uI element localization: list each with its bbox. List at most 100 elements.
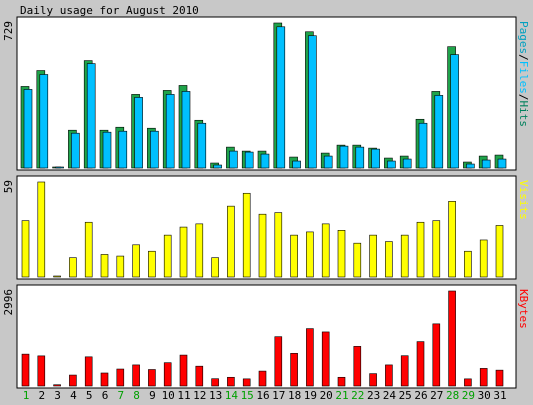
day-label-27: 27 [430,389,443,402]
kbytes-bar-29 [464,378,472,387]
kbytes-bar-5 [84,356,93,387]
visits-bar-5 [84,221,93,278]
kbytes-bar-26 [416,341,425,387]
visits-bar-30 [479,239,488,278]
visits-legend-part-0: Visits [517,180,530,220]
files-bar-14 [229,150,238,169]
day-label-29: 29 [462,389,475,402]
visits-bar-19 [306,231,314,278]
files-bar-4 [71,132,80,169]
files-bar-27 [434,95,444,169]
files-bar-20 [323,155,333,169]
kbytes-bar-22 [353,346,362,387]
visits-bar-7 [116,255,125,278]
day-label-23: 23 [367,389,380,402]
files-bar-10 [165,94,175,169]
day-label-10: 10 [162,389,175,402]
day-label-7: 7 [117,389,124,402]
files-bar-30 [481,159,491,169]
kbytes-bar-6 [100,372,109,387]
day-label-13: 13 [209,389,222,402]
kbytes-bar-24 [385,364,393,387]
kbytes-max-label: 2996 [2,289,15,316]
files-bar-5 [86,63,96,169]
day-label-12: 12 [193,389,206,402]
day-label-9: 9 [149,389,156,402]
day-label-8: 8 [133,389,140,402]
day-label-6: 6 [102,389,109,402]
files-bar-1 [23,89,33,169]
day-label-21: 21 [335,389,348,402]
day-label-18: 18 [288,389,301,402]
files-bar-2 [39,74,49,169]
files-bar-29 [466,163,475,169]
files-bar-16 [260,153,270,169]
kbytes-bar-12 [195,365,204,387]
hits-files-pages-legend-part-2: Files [517,61,530,94]
files-bar-24 [387,160,396,169]
kbytes-bar-16 [258,370,267,387]
visits-bar-9 [148,250,156,278]
files-bar-3 [55,166,64,169]
visits-bar-13 [211,257,219,278]
kbytes-bar-18 [290,353,298,387]
day-label-22: 22 [351,389,364,402]
visits-bar-22 [353,242,362,278]
kbytes-bar-9 [148,369,156,387]
day-label-20: 20 [320,389,333,402]
visits-bar-24 [385,241,393,278]
visits-bar-3 [53,275,61,278]
files-bar-9 [150,130,159,169]
files-bar-21 [339,145,349,169]
visits-legend: Visits [517,180,530,220]
files-bar-12 [197,122,207,169]
day-label-15: 15 [241,389,254,402]
kbytes-bar-28 [448,290,456,387]
hits-files-pages-legend-part-0: Pages [517,21,530,54]
kbytes-bar-30 [479,368,488,387]
day-label-16: 16 [256,389,269,402]
hits-files-pages-legend: Pages/Files/Hits [517,21,530,127]
day-label-31: 31 [493,389,506,402]
kbytes-bar-31 [495,369,504,387]
files-bar-26 [418,122,428,169]
visits-bar-4 [69,257,77,278]
kbytes-bar-2 [37,355,46,387]
day-label-28: 28 [446,389,459,402]
day-label-2: 2 [38,389,45,402]
visits-bar-31 [495,225,504,278]
kbytes-bar-7 [116,368,125,387]
day-label-19: 19 [304,389,317,402]
day-label-26: 26 [414,389,427,402]
hits-files-pages-legend-part-1: / [517,54,530,61]
visits-bar-21 [337,230,346,278]
visits-bar-2 [37,181,46,278]
hits-files-pages-legend-part-3: / [517,94,530,101]
kbytes-bar-8 [132,364,140,387]
kbytes-bar-20 [321,331,330,387]
files-bar-15 [244,151,254,169]
kbytes-bar-19 [306,328,314,387]
kbytes-bar-13 [211,378,219,387]
files-bar-31 [497,158,507,169]
files-bar-25 [402,158,412,169]
kbytes-bar-25 [400,355,409,387]
files-bar-13 [213,164,222,169]
files-bar-18 [292,160,301,169]
kbytes-bar-4 [69,374,77,387]
files-bar-6 [102,131,112,169]
day-label-30: 30 [478,389,491,402]
day-label-1: 1 [23,389,30,402]
kbytes-bar-10 [163,362,172,387]
day-label-24: 24 [383,389,397,402]
files-bar-23 [371,148,380,169]
visits-bar-8 [132,244,140,278]
visits-bar-27 [432,220,441,278]
kbytes-bar-14 [227,376,235,387]
kbytes-bar-21 [337,376,346,387]
kbytes-bar-1 [21,353,30,387]
files-bar-22 [355,146,365,169]
visits-max-label: 59 [2,180,15,193]
visits-bar-11 [179,226,188,278]
